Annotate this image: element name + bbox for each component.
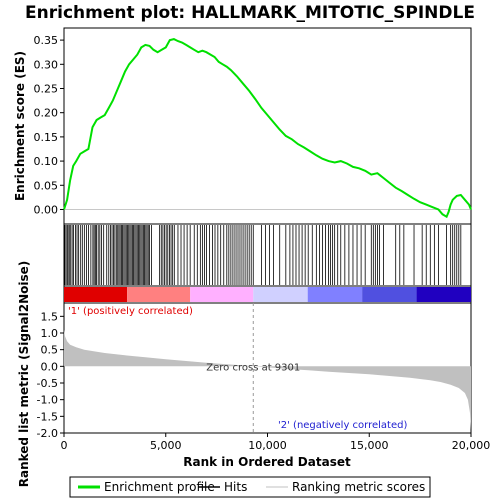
legend-items: Enrichment profile Hits Ranking metric sco… (78, 480, 425, 494)
positive-correlation-label: '1' (positively correlated) (68, 306, 193, 317)
legend-label-0: Enrichment profile (104, 480, 215, 494)
metric-y-tick-label-7: 1.5 (41, 310, 59, 323)
enrichment-profile-line (63, 38, 472, 219)
rank-bar-segment-6 (416, 287, 471, 302)
zero-cross-label: Zero cross at 9301 (206, 362, 300, 373)
legend-label-2: Ranking metric scores (292, 480, 425, 494)
es-y-tick-label-6: 0.30 (34, 58, 59, 71)
metric-y-tick-label-5: 0.5 (41, 344, 59, 357)
es-y-axis-label: Enrichment score (ES) (13, 51, 27, 201)
x-tick-label-0: 0 (61, 439, 68, 452)
es-y-tick-label-5: 0.25 (34, 82, 59, 95)
chart-title: Enrichment plot: HALLMARK_MITOTIC_SPINDL… (25, 3, 475, 23)
rank-bar-segment-5 (362, 287, 417, 302)
x-tick-label-4: 20,000 (452, 439, 491, 452)
rank-bar-segment-2 (190, 287, 254, 302)
es-y-tick-label-3: 0.15 (34, 131, 59, 144)
es-y-tick-label-1: 0.05 (34, 179, 59, 192)
rank-bar-segment-3 (253, 287, 308, 302)
x-axis: 0 5,000 10,000 15,000 20,000 (61, 433, 491, 452)
negative-correlation-label: '2' (negatively correlated) (278, 420, 407, 431)
metric-y-tick-label-4: 0.0 (41, 360, 59, 373)
ranked-metric-panel: -2.0 -1.5 -1.0 -0.5 0.0 0.5 1.0 1.5 Zero cross … (17, 261, 472, 488)
x-tick-label-1: 5,000 (150, 439, 182, 452)
legend: Enrichment profile Hits Ranking metric sco… (69, 476, 431, 498)
x-tick-label-3: 15,000 (350, 439, 389, 452)
rank-bar-segment-0 (64, 287, 128, 302)
rank-bar-segment-4 (307, 287, 363, 302)
es-plot-frame (63, 27, 472, 225)
es-y-tick-label-0: 0.00 (34, 203, 59, 216)
es-y-tick-label-2: 0.10 (34, 155, 59, 168)
x-tick-label-2: 10,000 (248, 439, 287, 452)
legend-box (69, 476, 431, 498)
es-y-axis: 0.00 0.05 0.10 0.15 0.20 0.25 0.30 0.35 (34, 34, 64, 216)
es-y-tick-label-4: 0.20 (34, 107, 59, 120)
metric-y-tick-label-1: -1.5 (37, 410, 58, 423)
metric-y-axis: -2.0 -1.5 -1.0 -0.5 0.0 0.5 1.0 1.5 (37, 310, 64, 440)
enrichment-score-panel: 0.00 0.05 0.10 0.15 0.20 0.25 0.30 0.35 Enrichm… (13, 27, 472, 225)
legend-label-1: Hits (224, 480, 247, 494)
x-axis-label: Rank in Ordered Dataset (183, 455, 351, 469)
hits-frame (63, 223, 472, 287)
rank-color-bar (63, 285, 472, 304)
metric-y-tick-label-2: -1.0 (37, 394, 58, 407)
rank-bar-segments (64, 287, 471, 302)
metric-y-tick-label-3: -0.5 (37, 377, 58, 390)
hit-markers (64, 225, 462, 285)
es-y-tick-label-7: 0.35 (34, 34, 59, 47)
metric-y-axis-label: Ranked list metric (Signal2Noise) (17, 261, 31, 488)
metric-y-tick-label-0: -2.0 (37, 427, 58, 440)
rank-bar-segment-1 (127, 287, 191, 302)
hits-panel (63, 223, 472, 287)
metric-y-tick-label-6: 1.0 (41, 327, 59, 340)
